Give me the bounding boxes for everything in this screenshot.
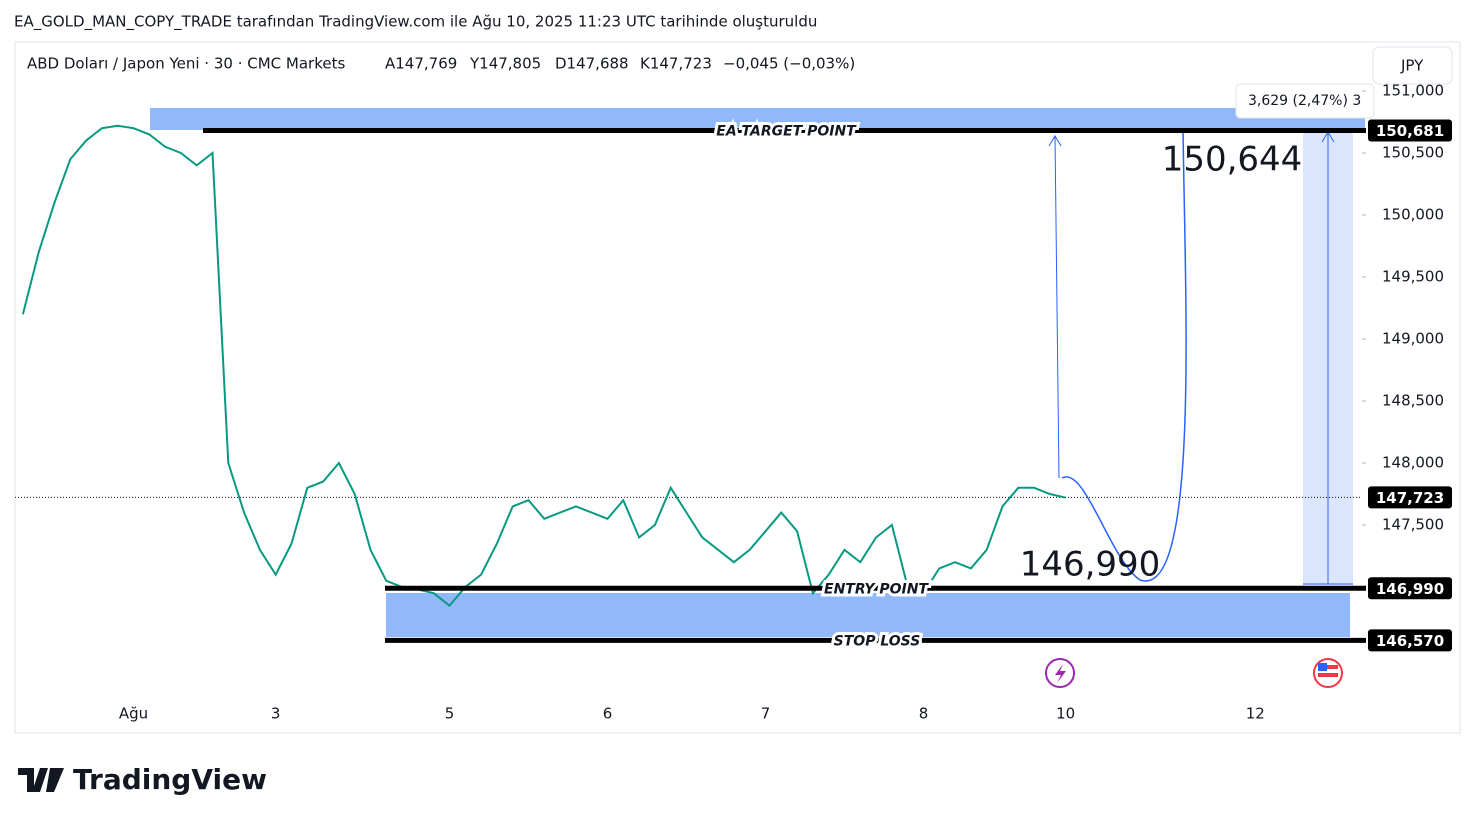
x-tick-label: 3	[271, 705, 281, 723]
price-label-box	[1368, 629, 1452, 652]
ohlc-close: K147,723	[640, 55, 712, 73]
ohlc-open: A147,769	[385, 55, 457, 73]
y-tick-label: 149,500	[1382, 268, 1444, 286]
x-tick-label: 12	[1246, 705, 1265, 723]
y-tick-label: 148,000	[1382, 454, 1444, 472]
arrow	[1054, 135, 1060, 479]
price-line	[21, 124, 1066, 607]
y-tick-label: 149,000	[1382, 330, 1444, 348]
annotation: 150,644	[1162, 140, 1303, 180]
level-name: ENTRY POINT	[824, 581, 929, 597]
x-tick-label: 8	[919, 705, 929, 723]
price-label-box	[1368, 119, 1452, 142]
measure-label: 3,629 (2,47%) 3	[1248, 93, 1361, 109]
x-tick-label: 6	[603, 705, 613, 723]
measure-box	[1235, 83, 1375, 119]
x-tick-label: 10	[1056, 705, 1075, 723]
caption: EA_GOLD_MAN_COPY_TRADE tarafından Tradin…	[14, 13, 817, 32]
symbol: ABD Doları / Japon Yeni · 30 · CMC Marke…	[27, 55, 345, 73]
y-tick-label: 147,500	[1382, 516, 1444, 534]
flag-stripe	[1318, 673, 1338, 677]
ohlc-low: D147,688	[555, 55, 629, 73]
x-tick-label: Ağu	[119, 705, 148, 723]
stop-zone	[386, 593, 1350, 637]
chart-frame	[14, 41, 1461, 734]
flag-canton	[1318, 663, 1327, 671]
price-label-box	[1368, 577, 1452, 600]
currency-button[interactable]	[1372, 46, 1453, 85]
y-tick-label: 148,500	[1382, 392, 1444, 410]
y-tick-label: 150,000	[1382, 205, 1444, 223]
event-bolt	[1055, 664, 1066, 683]
y-tick-label: 151,000	[1382, 81, 1444, 99]
arrow-head	[1048, 135, 1062, 147]
y-tick-label: 150,500	[1382, 143, 1444, 161]
price-label: 147,723	[1376, 489, 1444, 507]
x-tick-label: 7	[761, 705, 771, 723]
currency[interactable]: JPY	[1400, 57, 1424, 75]
brand: TradingView	[73, 763, 267, 796]
x-tick-label: 5	[445, 705, 455, 723]
annotation: 146,990	[1020, 545, 1161, 585]
price-label: 146,990	[1376, 580, 1444, 598]
price-label: 146,570	[1376, 632, 1444, 650]
target-zone	[150, 108, 1365, 130]
change: −0,045 (−0,03%)	[723, 55, 855, 73]
logo-mark	[18, 768, 64, 792]
level-name: STOP LOSS	[834, 633, 921, 649]
ohlc-high: Y147,805	[469, 55, 541, 73]
price-label-box	[1368, 486, 1452, 509]
level-name: EA TARGET POINT	[716, 124, 857, 140]
projection-curve	[1061, 127, 1187, 582]
price-label: 150,681	[1376, 122, 1444, 140]
flag-stripe	[1318, 665, 1338, 669]
